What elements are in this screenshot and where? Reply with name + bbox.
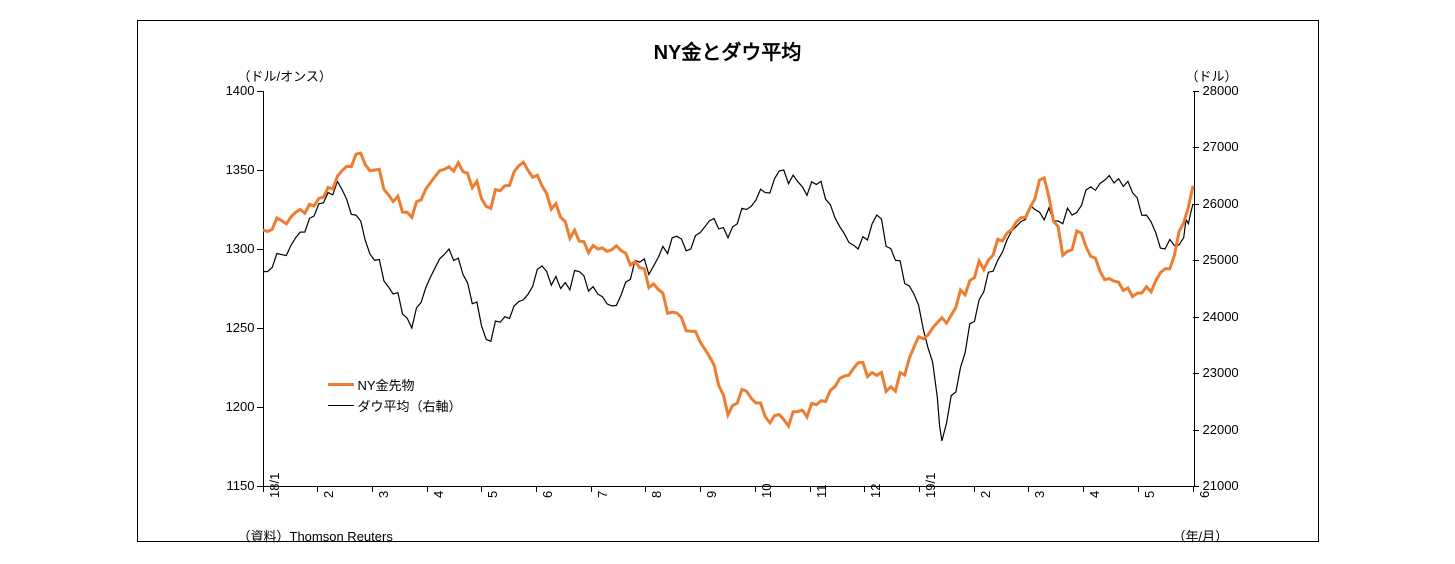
x-tick — [919, 486, 920, 492]
y-left-tick — [257, 407, 263, 408]
x-tick — [481, 486, 482, 492]
y-left-tick-label: 1400 — [213, 83, 255, 98]
x-tick-label: 2 — [978, 491, 993, 498]
legend-item: ダウ平均（右軸） — [328, 396, 462, 415]
y-right-tick-label: 23000 — [1203, 365, 1239, 380]
x-tick — [372, 486, 373, 492]
y-right-tick-label: 22000 — [1203, 422, 1239, 437]
x-tick-label: 7 — [595, 491, 610, 498]
x-tick-label: 3 — [376, 491, 391, 498]
x-tick — [263, 486, 264, 492]
x-tick — [536, 486, 537, 492]
legend-swatch — [328, 405, 354, 406]
y-right-tick-label: 26000 — [1203, 196, 1239, 211]
x-tick — [700, 486, 701, 492]
y-right-tick-label: 28000 — [1203, 83, 1239, 98]
chart-title: NY金とダウ平均 — [163, 36, 1293, 65]
x-tick-label: 6 — [540, 491, 555, 498]
y-right-tick — [1193, 91, 1199, 92]
x-tick-label: 18/1 — [267, 473, 282, 498]
x-tick-label: 5 — [1142, 491, 1157, 498]
x-tick — [645, 486, 646, 492]
x-tick — [1138, 486, 1139, 492]
x-tick — [1028, 486, 1029, 492]
x-tick — [864, 486, 865, 492]
x-tick-label: 2 — [321, 491, 336, 498]
x-tick-label: 8 — [649, 491, 664, 498]
legend-label: ダウ平均（右軸） — [358, 396, 462, 415]
x-tick-label: 5 — [485, 491, 500, 498]
y-left-tick-label: 1200 — [213, 399, 255, 414]
plot-area — [263, 91, 1193, 486]
y-left-tick-label: 1250 — [213, 320, 255, 335]
y-right-tick-label: 24000 — [1203, 309, 1239, 324]
x-tick — [1193, 486, 1194, 492]
y-right-tick — [1193, 317, 1199, 318]
source-label: （資料）Thomson Reuters — [238, 526, 393, 545]
x-axis-label: （年/月） — [1173, 526, 1229, 545]
x-tick — [317, 486, 318, 492]
x-tick-label: 12 — [868, 484, 883, 498]
x-tick — [755, 486, 756, 492]
legend-item: NY金先物 — [328, 375, 462, 394]
x-tick-label: 11 — [814, 485, 829, 499]
legend: NY金先物ダウ平均（右軸） — [328, 373, 462, 417]
x-tick-label: 10 — [759, 484, 774, 498]
y-left-tick-label: 1350 — [213, 162, 255, 177]
x-tick-label: 6 — [1197, 491, 1212, 498]
x-tick-label: 19/1 — [923, 473, 938, 498]
y-right-tick-label: 25000 — [1203, 252, 1239, 267]
y-right-tick — [1193, 430, 1199, 431]
x-tick — [810, 486, 811, 492]
x-tick — [974, 486, 975, 492]
x-tick — [591, 486, 592, 492]
y-left-tick-label: 1300 — [213, 241, 255, 256]
y-left-tick — [257, 249, 263, 250]
y-left-tick-label: 1150 — [213, 478, 255, 493]
y-right-tick — [1193, 260, 1199, 261]
chart-outer-frame: NY金とダウ平均 （ドル/オンス） （ドル） NY金先物ダウ平均（右軸） （資料… — [137, 20, 1319, 542]
legend-swatch — [328, 383, 354, 386]
x-tick-label: 9 — [704, 491, 719, 498]
y-right-tick — [1193, 147, 1199, 148]
y-right-tick — [1193, 373, 1199, 374]
legend-label: NY金先物 — [358, 375, 415, 394]
x-tick-label: 3 — [1032, 491, 1047, 498]
y-right-tick — [1193, 204, 1199, 205]
y-right-tick-label: 27000 — [1203, 139, 1239, 154]
x-tick-label: 4 — [1087, 491, 1102, 498]
y-left-tick — [257, 170, 263, 171]
y-left-tick — [257, 91, 263, 92]
x-tick — [427, 486, 428, 492]
x-tick-label: 4 — [431, 491, 446, 498]
x-tick — [1083, 486, 1084, 492]
line-chart-svg — [263, 91, 1193, 486]
y-left-tick — [257, 328, 263, 329]
chart-container: NY金とダウ平均 （ドル/オンス） （ドル） NY金先物ダウ平均（右軸） （資料… — [163, 36, 1293, 526]
